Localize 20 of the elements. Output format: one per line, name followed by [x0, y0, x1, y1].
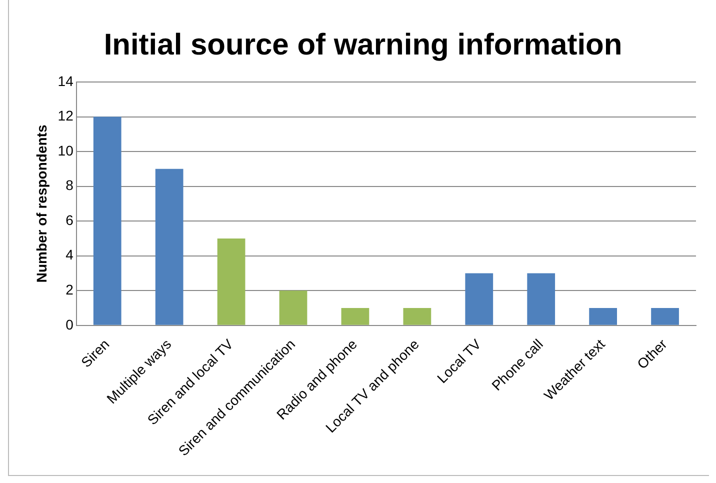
bar [155, 168, 184, 325]
y-tick-label: 12 [58, 108, 74, 124]
y-tick-label: 8 [66, 177, 74, 194]
bar [465, 273, 494, 325]
y-tick-label: 6 [66, 212, 74, 228]
bar [651, 308, 679, 325]
y-tick-label: 2 [66, 282, 74, 298]
y-tick-label: 4 [66, 246, 74, 263]
bar [217, 238, 246, 325]
y-tick-label: 0 [66, 316, 74, 332]
bar [279, 290, 308, 325]
bar [527, 273, 556, 325]
chart-title: Initial source of warning information [104, 28, 622, 62]
bar [341, 308, 370, 325]
y-tick-label: 14 [58, 72, 74, 89]
bar [403, 308, 432, 325]
bar [93, 116, 122, 325]
y-axis-title: Number of respondents [33, 124, 50, 283]
y-tick-label: 10 [58, 142, 74, 158]
bar [589, 308, 617, 325]
